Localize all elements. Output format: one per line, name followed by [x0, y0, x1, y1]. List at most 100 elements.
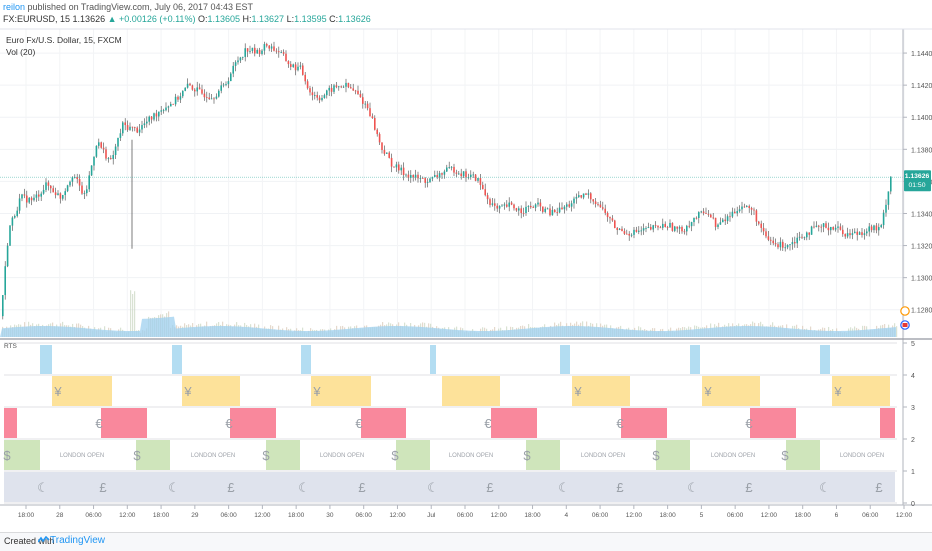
candle-body — [136, 127, 138, 133]
candle-body — [316, 95, 318, 98]
candle-body — [206, 97, 208, 99]
session-block-asia — [820, 345, 830, 374]
candle-body — [326, 90, 328, 96]
candle-body — [734, 211, 736, 214]
candle-body — [9, 225, 11, 246]
candle-body — [465, 171, 467, 178]
candle-body — [810, 226, 813, 235]
candle-body — [621, 228, 623, 232]
candle-body — [822, 223, 825, 227]
currency-symbol: $ — [3, 448, 11, 463]
currency-symbol: € — [225, 416, 233, 431]
candle-body — [198, 87, 201, 90]
ohlc-high: 1.13627 — [251, 14, 285, 24]
candle-body — [299, 65, 302, 67]
candle-body — [566, 204, 568, 207]
candle-body — [741, 206, 743, 210]
candle-body — [14, 215, 16, 218]
candle-body — [592, 199, 594, 202]
currency-symbol: € — [484, 416, 492, 431]
candle-body — [474, 174, 477, 181]
candle-body — [681, 227, 683, 232]
publish-line: reilon published on TradingView.com, Jul… — [3, 2, 253, 13]
candle-body — [882, 212, 885, 226]
candle-body — [590, 193, 592, 200]
candle-body — [388, 152, 390, 158]
candle-body — [230, 73, 232, 82]
candle-body — [503, 204, 506, 206]
candle-body — [645, 227, 647, 229]
candle-body — [794, 242, 796, 244]
event-flag-icon-fill — [902, 323, 908, 327]
candle-body — [321, 97, 323, 101]
session-block-eu — [621, 408, 667, 438]
candle-body — [441, 173, 443, 175]
candle-body — [110, 158, 112, 160]
session-pane-label: RTS — [4, 343, 18, 350]
session-tick-label: 1 — [911, 469, 915, 476]
candle-body — [825, 223, 827, 228]
candle-body — [887, 191, 890, 205]
candle-body — [630, 234, 633, 236]
candle-body — [470, 174, 472, 178]
candle-body — [170, 103, 172, 107]
candle-body — [438, 173, 441, 178]
candle-body — [688, 225, 690, 227]
candle-body — [820, 226, 822, 228]
candle-body — [767, 236, 770, 240]
session-block-eu — [4, 408, 17, 438]
session-block-eu — [230, 408, 276, 438]
candle-body — [376, 129, 378, 135]
candle-body — [556, 212, 558, 213]
candle-body — [158, 111, 160, 117]
candle-body — [849, 233, 851, 236]
ohlc-open: 1.13605 — [207, 14, 241, 24]
candle-body — [719, 222, 722, 225]
candle-body — [544, 208, 546, 212]
footer-brand-link[interactable]: TradingView — [50, 535, 106, 546]
candle-body — [602, 207, 604, 209]
price-tick-label: 1.13800 — [911, 147, 932, 154]
currency-symbol: ☾ — [558, 480, 570, 495]
candle-body — [294, 64, 297, 71]
candle-body — [594, 201, 597, 205]
candle-body — [270, 46, 273, 49]
candle-body — [803, 237, 806, 239]
candle-body — [436, 175, 438, 178]
candle-body — [647, 227, 650, 228]
candle-body — [33, 197, 35, 201]
candle-body — [873, 225, 875, 231]
candle-body — [400, 167, 402, 171]
candle-body — [393, 166, 395, 168]
candle-body — [479, 178, 482, 185]
candle-body — [114, 146, 117, 156]
candle-body — [443, 171, 446, 175]
candle-body — [537, 202, 539, 205]
price-tick-label: 1.13000 — [911, 276, 932, 283]
time-tick-label: 30 — [326, 512, 334, 519]
author-link[interactable]: reilon — [3, 2, 26, 12]
candle-body — [83, 193, 86, 194]
currency-symbol: ☾ — [298, 480, 310, 495]
candle-body — [124, 122, 126, 126]
candle-body — [100, 142, 102, 148]
candle-body — [278, 51, 280, 53]
candle-body — [633, 229, 635, 235]
candle-body — [458, 173, 460, 175]
candle-body — [52, 188, 54, 193]
candle-body — [880, 225, 882, 228]
candle-body — [90, 165, 93, 176]
publish-info: published on TradingView.com, July 06, 2… — [27, 2, 254, 12]
price-change: +0.00126 (+0.11%) — [119, 14, 196, 24]
event-earnings-icon — [900, 306, 910, 316]
candle-body — [611, 218, 614, 221]
candle-body — [273, 46, 275, 51]
candle-body — [62, 195, 64, 199]
candle-body — [686, 225, 688, 232]
candle-body — [141, 125, 143, 130]
candle-body — [347, 82, 350, 88]
candle-body — [213, 98, 215, 100]
candle-body — [419, 178, 422, 179]
candle-body — [117, 137, 119, 147]
candle-body — [374, 118, 376, 130]
